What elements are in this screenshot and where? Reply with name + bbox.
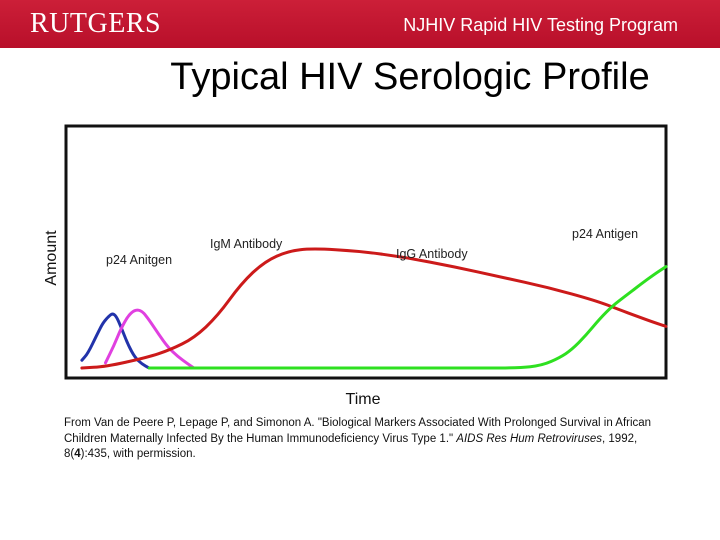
series-label-3: IgG Antibody [396, 247, 468, 261]
citation-issue: 4 [74, 448, 81, 460]
series-label-4: p24 Antigen [572, 227, 638, 241]
serologic-profile-chart: Amount p24 Anitgen IgM Antibody IgG Antibo… [43, 124, 668, 408]
series-labels: p24 Anitgen IgM Antibody IgG Antibody p24 A… [106, 227, 638, 267]
y-axis-label: Amount [43, 230, 60, 286]
x-axis-label: Time [346, 391, 381, 408]
series-line-3 [80, 247, 668, 370]
citation: From Van de Peere P, Lepage P, and Simon… [64, 416, 684, 463]
series-line-4 [147, 265, 668, 370]
citation-journal: AIDS Res Hum Retroviruses [456, 432, 603, 445]
series-curves [80, 247, 668, 370]
citation-text: From Van de Peere P, Lepage P, and Simon… [64, 417, 652, 445]
rutgers-logo: RUTGERS [30, 8, 162, 39]
citation-date: , 1992, 8( [64, 432, 638, 461]
header-bar: RUTGERS NJHIV Rapid HIV Testing Program [0, 0, 720, 48]
slide-title: Typical HIV Serologic Profile [170, 56, 650, 98]
series-label-2: IgM Antibody [210, 237, 283, 251]
program-title: NJHIV Rapid HIV Testing Program [403, 15, 678, 35]
series-line-2 [104, 308, 196, 370]
citation-suffix: ):435, with permission. [80, 448, 196, 460]
series-label-1: p24 Anitgen [106, 253, 172, 267]
